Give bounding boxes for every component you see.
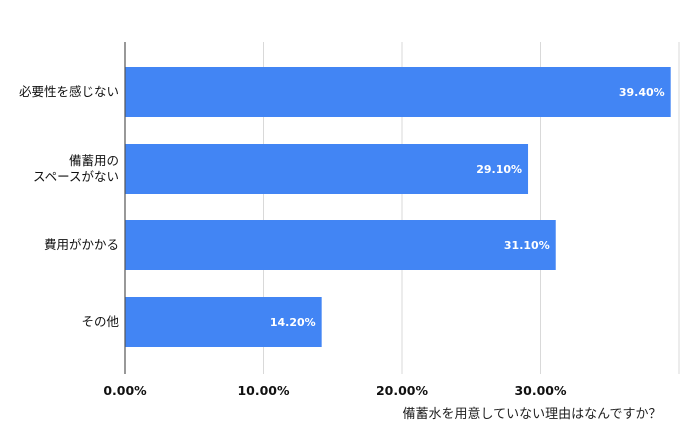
bar: [125, 144, 529, 194]
category-label: 備蓄用の: [69, 153, 119, 168]
bars: 39.40% 29.10% 31.10% 14.20%: [125, 67, 671, 347]
data-label: 31.10%: [504, 239, 550, 252]
x-tick-label: 10.00%: [237, 383, 290, 398]
x-tick-label: 20.00%: [376, 383, 429, 398]
bar: [125, 220, 556, 270]
category-label: 必要性を感じない: [19, 84, 119, 99]
x-tick-label: 30.00%: [514, 383, 567, 398]
data-label: 39.40%: [619, 86, 665, 99]
data-label: 29.10%: [476, 163, 522, 176]
category-label: 費用がかかる: [44, 237, 119, 252]
x-tick-label: 0.00%: [103, 383, 147, 398]
data-label: 14.20%: [270, 316, 316, 329]
x-axis-title: 備蓄水を用意していない理由はなんですか？: [403, 406, 662, 422]
category-label: その他: [81, 314, 119, 329]
bar: [125, 297, 322, 347]
category-label: スペースがない: [33, 169, 119, 184]
x-tick-labels: 0.00% 10.00% 20.00% 30.00%: [103, 383, 567, 398]
bar: [125, 67, 671, 117]
